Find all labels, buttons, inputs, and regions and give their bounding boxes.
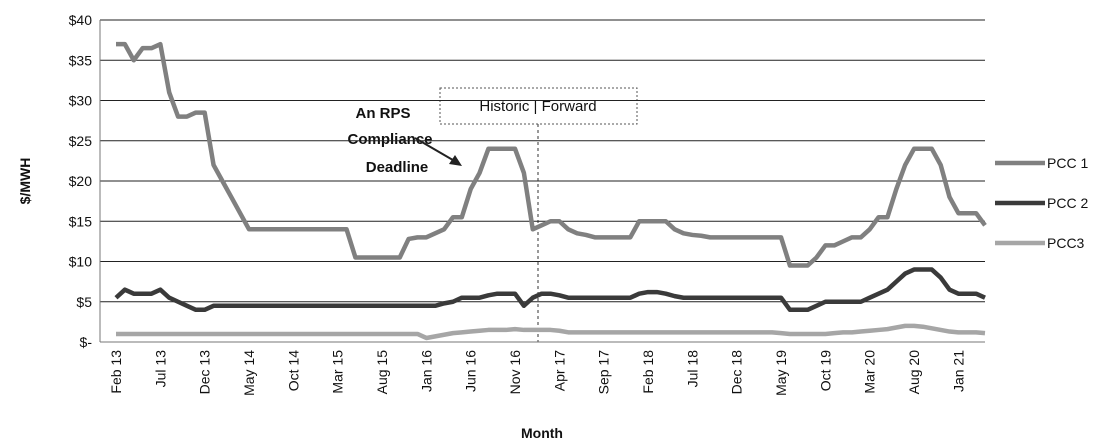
x-tick-label: May 19 xyxy=(773,350,789,396)
legend-label: PCC3 xyxy=(1047,235,1085,251)
x-tick-label: Oct 14 xyxy=(285,350,301,391)
x-tick-label: Jan 16 xyxy=(418,350,434,392)
x-tick-label: Feb 13 xyxy=(108,350,124,394)
series-line xyxy=(116,323,986,341)
y-tick-label: $40 xyxy=(69,12,93,28)
x-tick-label: Dec 13 xyxy=(197,350,213,395)
x-tick-label: May 14 xyxy=(241,350,257,396)
x-tick-label: Oct 19 xyxy=(817,350,833,391)
x-tick-label: Apr 17 xyxy=(551,350,567,391)
x-tick-label: Sep 17 xyxy=(596,350,612,395)
arrow-head xyxy=(449,155,462,166)
annotation: Deadline xyxy=(366,159,429,176)
x-tick-label: Aug 20 xyxy=(906,350,922,395)
divider-box xyxy=(439,87,638,125)
y-tick-label: $30 xyxy=(69,93,93,109)
x-tick-label: Mar 15 xyxy=(330,350,346,394)
y-tick-label: $35 xyxy=(69,52,93,68)
x-tick-label: Jul 18 xyxy=(684,350,700,388)
x-tick-label: Nov 16 xyxy=(507,350,523,395)
x-tick-label: Mar 20 xyxy=(862,350,878,394)
x-tick-label: Aug 15 xyxy=(374,350,390,395)
x-tick-label: Jun 16 xyxy=(463,350,479,392)
y-axis-label: $/MWH xyxy=(17,158,33,205)
y-tick-label: $25 xyxy=(69,133,93,149)
y-tick-label: $15 xyxy=(69,213,93,229)
annotation-arrow xyxy=(414,137,459,164)
legend-label: PCC 2 xyxy=(1047,195,1088,211)
y-tick-label: $5 xyxy=(76,294,92,310)
y-tick-label: $- xyxy=(80,334,93,350)
x-tick-label: Jul 13 xyxy=(152,350,168,388)
x-axis-label: Month xyxy=(521,425,563,441)
x-tick-label: Feb 18 xyxy=(640,350,656,394)
legend-label: PCC 1 xyxy=(1047,155,1088,171)
divider-label: Historic | Forward xyxy=(479,98,596,115)
annotation: Compliance xyxy=(347,131,432,148)
x-tick-label: Jan 21 xyxy=(950,350,966,392)
y-tick-label: $20 xyxy=(69,173,93,189)
x-tick-label: Dec 18 xyxy=(729,350,745,395)
y-tick-label: $10 xyxy=(69,254,93,270)
series-line xyxy=(116,41,987,268)
annotation: An RPS xyxy=(355,105,410,122)
series-line xyxy=(114,267,986,313)
